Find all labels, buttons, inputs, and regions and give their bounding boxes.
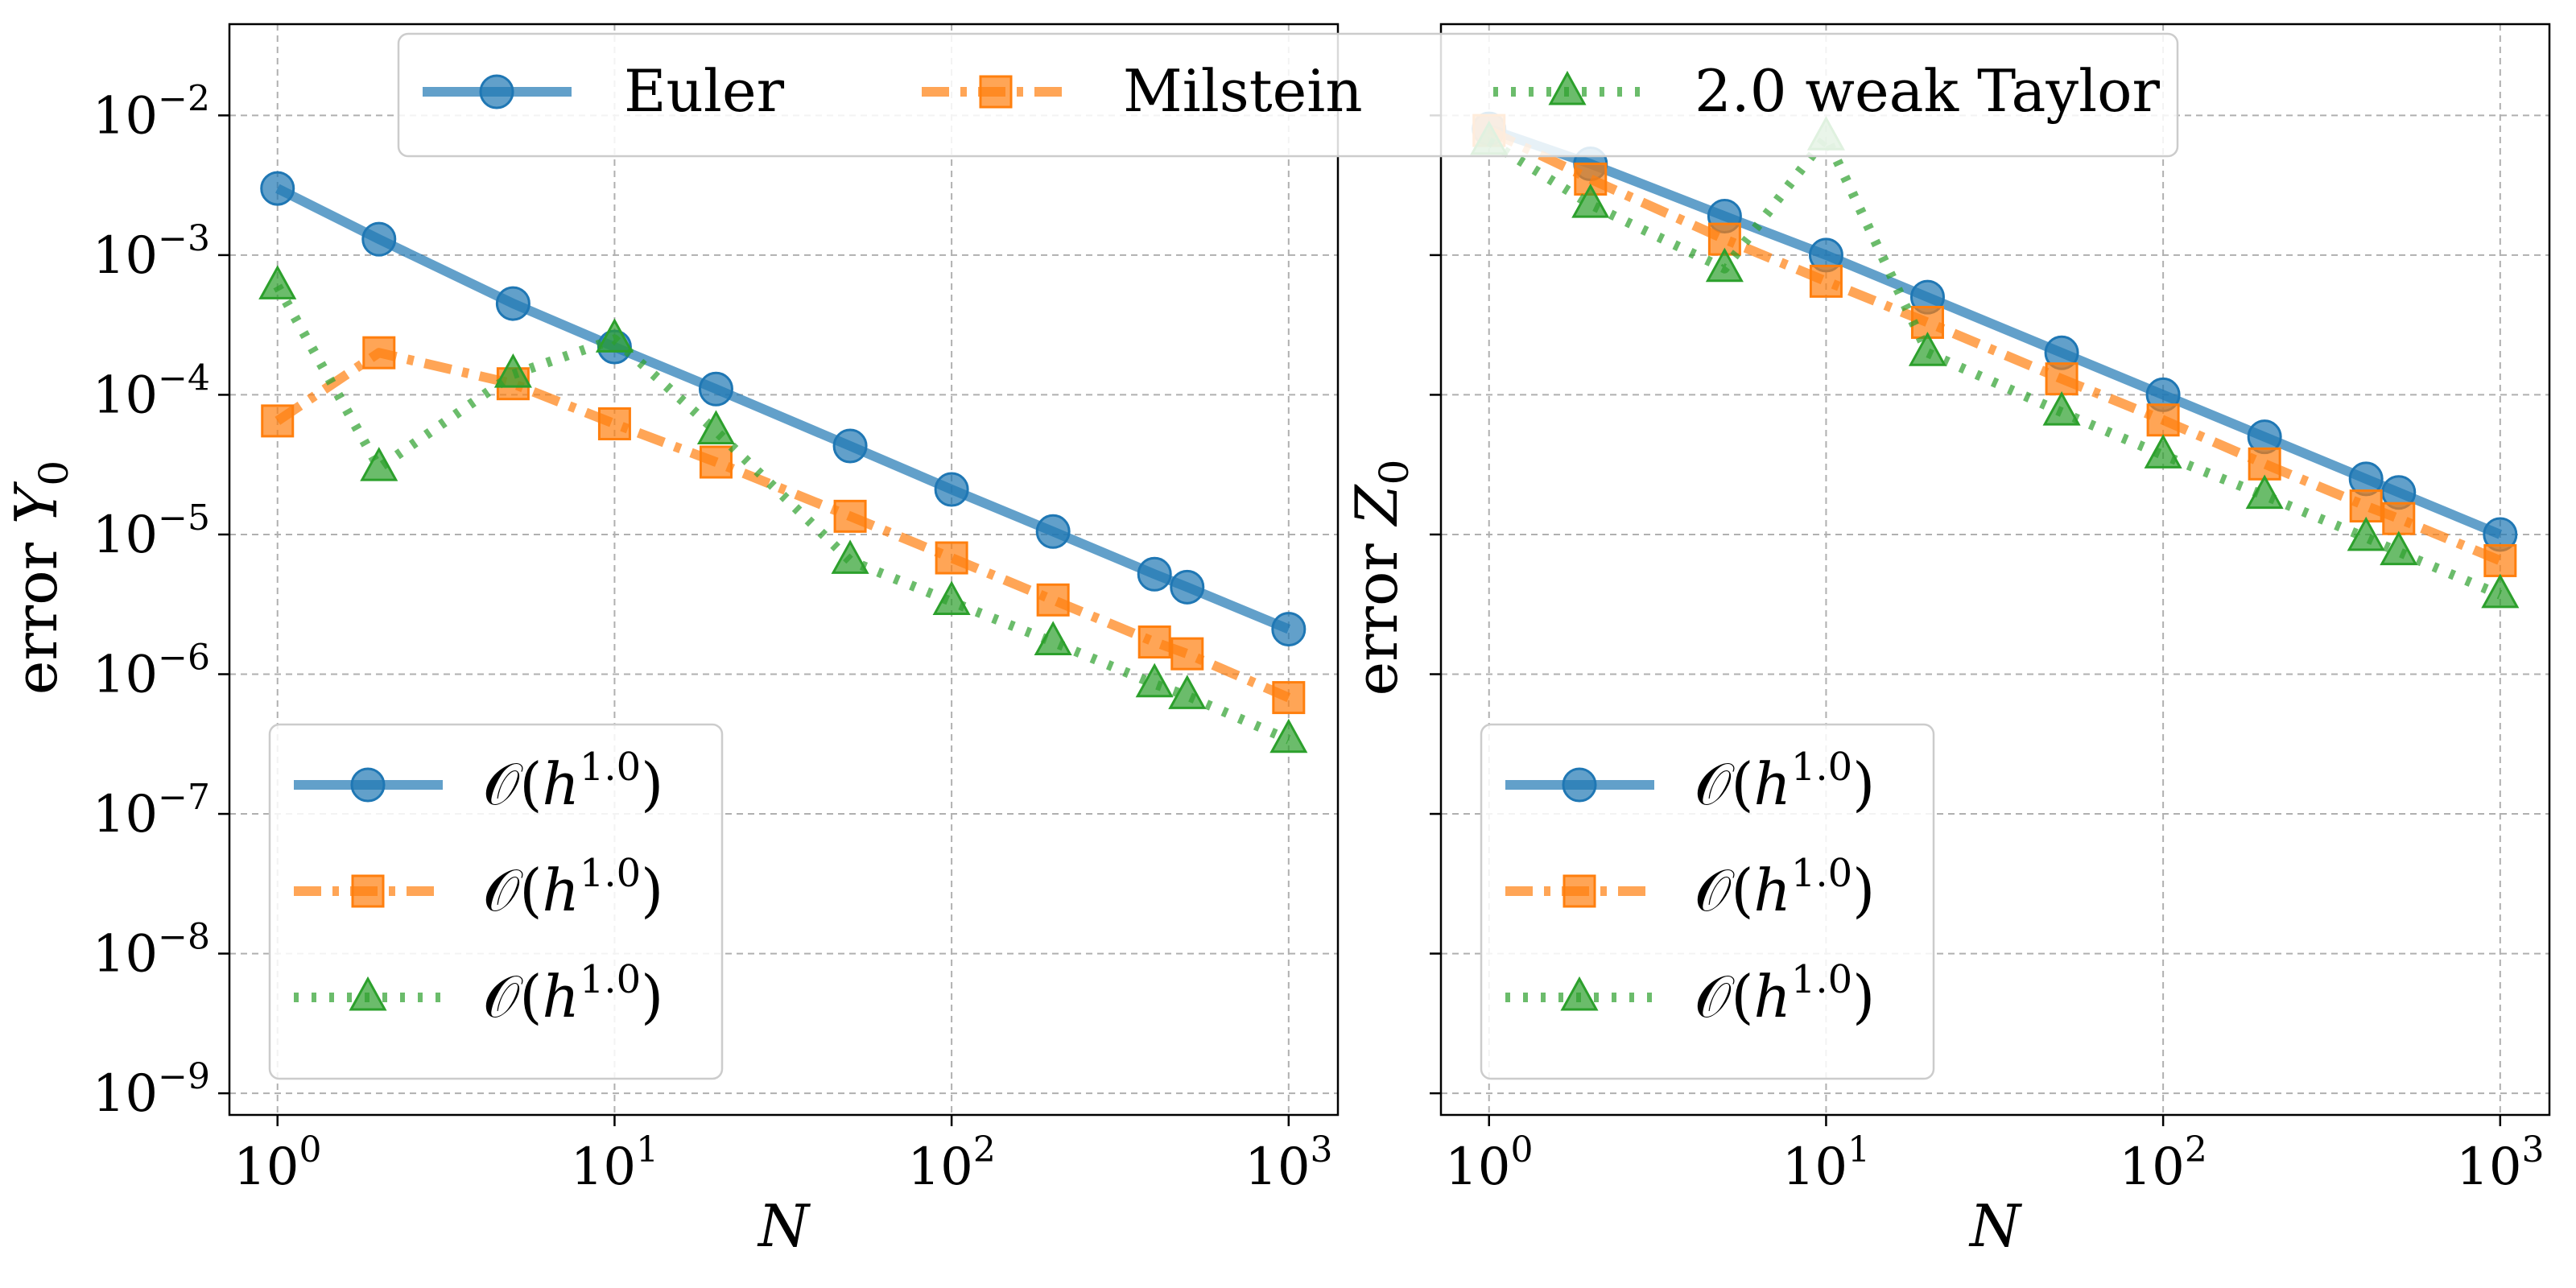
y-axis-label: error Y0: [2, 460, 77, 695]
data-point: [1908, 332, 1947, 366]
data-point: [831, 539, 869, 574]
data-point: [833, 499, 867, 533]
legend-label: 𝒪(h1.0): [483, 957, 663, 1030]
y-tick-label: 10−9: [93, 1056, 210, 1124]
data-point: [1272, 681, 1306, 715]
data-point: [495, 286, 530, 321]
legend-marker: [1562, 767, 1597, 803]
top-legend-label: 2.0 weak Taylor: [1695, 57, 2160, 125]
legend-label: 𝒪(h1.0): [1695, 851, 1875, 924]
data-point: [2483, 543, 2517, 577]
data-point: [1571, 184, 1610, 218]
legend-label: 𝒪(h1.0): [483, 745, 663, 818]
legend-label: 𝒪(h1.0): [483, 851, 663, 924]
legend-label: 𝒪(h1.0): [1695, 745, 1875, 818]
series-line-milstein: [275, 348, 1291, 703]
data-point: [698, 371, 733, 407]
legend-marker: [351, 874, 385, 908]
y-tick-label: 10−2: [93, 78, 210, 146]
data-point: [597, 407, 631, 440]
data-point: [1271, 612, 1307, 647]
data-point: [935, 541, 968, 575]
data-point: [934, 472, 969, 507]
data-point: [1034, 621, 1072, 656]
series-line-milstein: [1487, 126, 2503, 565]
data-point: [361, 221, 397, 257]
series-line-2-0-weak-taylor: [273, 283, 1291, 745]
top-legend-label: Euler: [624, 57, 785, 125]
data-point: [1705, 247, 1744, 283]
data-point: [2245, 474, 2284, 510]
top-legend-marker: [979, 75, 1013, 109]
data-point: [1137, 556, 1172, 592]
panel-legend: 𝒪(h1.0) 𝒪(h1.0) 𝒪(h1.0): [268, 723, 724, 1080]
panel-legend: 𝒪(h1.0) 𝒪(h1.0) 𝒪(h1.0): [1480, 723, 1935, 1080]
x-tick-label: 102: [2119, 1129, 2207, 1197]
data-point: [1168, 675, 1207, 709]
x-tick-label: 103: [1245, 1129, 1332, 1197]
y-tick-label: 10−3: [93, 218, 210, 286]
data-point: [1035, 514, 1071, 549]
data-point: [360, 447, 398, 481]
top-legend-marker: [479, 74, 514, 109]
data-point: [2347, 516, 2385, 551]
data-point: [595, 318, 634, 353]
series-line-euler: [1487, 124, 2503, 539]
data-point: [260, 171, 295, 206]
data-point: [2146, 403, 2180, 437]
data-point: [2382, 502, 2416, 535]
data-point: [1036, 583, 1070, 617]
data-point: [2248, 447, 2281, 481]
x-tick-label: 101: [571, 1129, 658, 1197]
legend-box: [1480, 723, 1935, 1080]
data-point: [696, 410, 736, 444]
legend-marker: [1563, 874, 1596, 908]
legend-label: 𝒪(h1.0): [1695, 957, 1875, 1030]
data-point: [2481, 573, 2520, 609]
top-legend-label: Milstein: [1123, 57, 1363, 125]
data-point: [1137, 625, 1171, 659]
data-point: [2042, 391, 2081, 426]
data-point: [699, 445, 733, 479]
data-point: [932, 580, 971, 616]
plot-frame: [1439, 23, 2551, 1117]
data-point: [2380, 530, 2418, 566]
y-tick-label: 10−7: [93, 777, 210, 844]
data-point: [261, 404, 295, 438]
legend-marker: [349, 976, 387, 1011]
left-panel: 10−2 10−3 10−4 10−5 10−6 10−7 10−8 10−9 100 101 10…: [2, 23, 1340, 1260]
y-tick-label: 10−5: [93, 497, 210, 565]
legend-box: [268, 723, 724, 1080]
x-tick-label: 100: [1445, 1129, 1533, 1197]
data-point: [1170, 569, 1205, 605]
data-point: [2045, 362, 2079, 396]
x-tick-label: 103: [2456, 1129, 2544, 1197]
top-legend: Euler Milstein 2.0 weak Taylor: [397, 32, 2179, 158]
data-point: [1269, 718, 1308, 753]
x-tick-label: 102: [907, 1129, 995, 1197]
data-point: [1135, 663, 1174, 698]
data-point: [362, 336, 396, 369]
data-point: [1809, 264, 1843, 298]
x-tick-label: 100: [233, 1129, 321, 1197]
data-point: [258, 265, 297, 299]
plot-frame: [228, 23, 1340, 1117]
x-tick-label: 101: [1782, 1129, 1870, 1197]
data-point: [832, 428, 868, 464]
x-axis-label: N: [1968, 1192, 2023, 1260]
top-legend-marker: [1548, 70, 1587, 105]
data-point: [2144, 434, 2182, 469]
legend-marker: [1560, 976, 1599, 1011]
y-tick-label: 10−8: [93, 917, 210, 985]
legend-marker: [350, 767, 386, 803]
data-point: [1170, 637, 1204, 671]
y-axis-label: error Z0: [1343, 460, 1418, 696]
y-tick-label: 10−6: [93, 638, 210, 705]
data-point: [493, 353, 532, 388]
x-axis-label: N: [757, 1192, 811, 1260]
top-legend-box: [397, 32, 2179, 158]
y-tick-label: 10−4: [93, 357, 210, 425]
